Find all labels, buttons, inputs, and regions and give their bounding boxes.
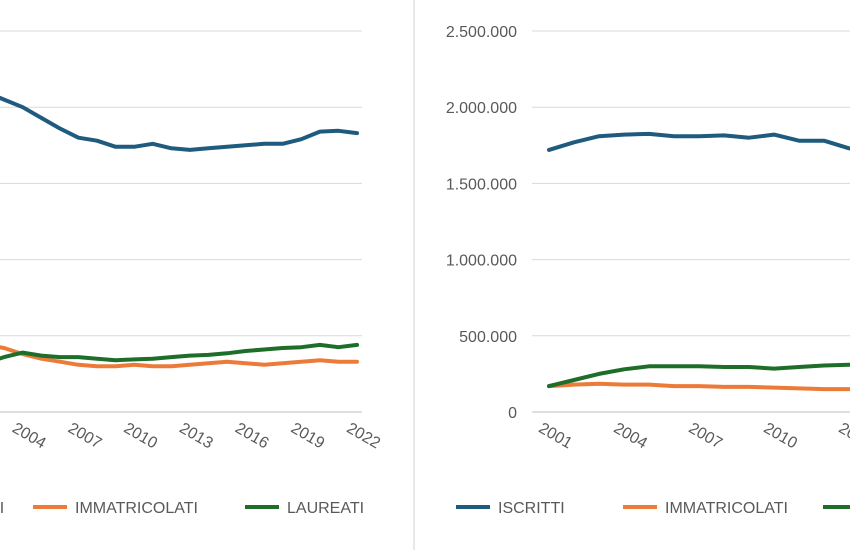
x-tick-label: 2010: [761, 420, 800, 453]
x-tick-label: 2004: [611, 420, 650, 453]
y-tick-label: 2.000.000: [446, 100, 517, 117]
y-tick-label: 2.500.000: [446, 24, 517, 41]
legend-label-immatricolati: IMMATRICOLATI: [665, 500, 788, 517]
y-tick-label: 500.000: [459, 329, 517, 346]
x-tick-label: 2013: [836, 420, 850, 453]
x-tick-label: 2022: [344, 420, 383, 453]
x-tick-label: 2013: [176, 420, 215, 453]
x-tick-label: 2004: [9, 420, 48, 453]
x-tick-label: 2001: [536, 420, 575, 453]
series-line-iscritti: [0, 95, 359, 152]
x-tick-label: 2019: [288, 420, 327, 453]
series-line-laureati: [0, 342, 359, 363]
chart-1-gridlines: [0, 30, 362, 337]
legend-label-iscritti: ISCRITTI: [498, 500, 565, 517]
legend-label-ti: TI: [0, 500, 4, 517]
x-tick-label: 2016: [232, 420, 271, 453]
x-tick-label: 2007: [686, 420, 725, 453]
series-line-immatricolati: [547, 381, 850, 392]
series-line-laureati: [547, 362, 850, 389]
left-chart-panel: 20012004200720102013201620192022: [0, 30, 383, 453]
x-tick-label: 2010: [121, 420, 160, 453]
legend-label-immatricolati: IMMATRICOLATI: [75, 500, 198, 517]
left-chart-legend: TI IMMATRICOLATI LAUREATI: [0, 500, 364, 517]
x-tick-label: 2007: [65, 420, 104, 453]
series-line-immatricolati: [0, 345, 359, 369]
right-chart-panel: 0 500.000 1.000.000 1.500.000 2.000.000 2.500…: [446, 24, 850, 452]
y-tick-label: 1.000.000: [446, 253, 517, 270]
right-chart-legend: ISCRITTI IMMATRICOLATI: [456, 500, 850, 517]
y-tick-label: 1.500.000: [446, 176, 517, 193]
legend-label-laureati: LAUREATI: [287, 500, 364, 517]
series-line-iscritti: [547, 131, 850, 152]
y-tick-label: 0: [508, 405, 517, 422]
chart-2-gridlines: [532, 30, 850, 337]
